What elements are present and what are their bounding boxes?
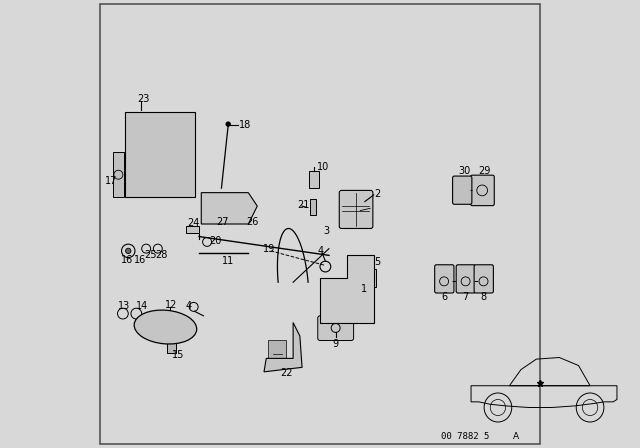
- Text: 18: 18: [239, 120, 252, 129]
- FancyBboxPatch shape: [456, 265, 476, 293]
- Text: 24: 24: [188, 218, 200, 228]
- Circle shape: [125, 248, 131, 254]
- Text: 29: 29: [478, 166, 490, 176]
- Text: 27: 27: [216, 217, 228, 227]
- Text: 16: 16: [134, 255, 147, 265]
- Text: 14: 14: [136, 301, 148, 310]
- Bar: [167, 342, 176, 353]
- Text: 3: 3: [324, 226, 330, 236]
- Text: 30: 30: [458, 166, 470, 176]
- FancyBboxPatch shape: [474, 265, 493, 293]
- Text: A: A: [513, 432, 519, 441]
- Bar: [113, 152, 124, 197]
- Polygon shape: [264, 323, 302, 372]
- Text: 2: 2: [374, 189, 381, 199]
- Text: 5: 5: [374, 257, 380, 267]
- Text: 10: 10: [317, 162, 329, 172]
- Text: 26: 26: [246, 217, 259, 227]
- Bar: [309, 171, 319, 188]
- Text: 20: 20: [209, 236, 221, 246]
- FancyBboxPatch shape: [452, 176, 472, 204]
- FancyBboxPatch shape: [317, 316, 353, 340]
- FancyBboxPatch shape: [470, 175, 494, 206]
- Text: 6: 6: [441, 292, 447, 302]
- Text: 1: 1: [361, 284, 367, 294]
- Circle shape: [159, 324, 166, 332]
- Text: 8: 8: [481, 292, 486, 302]
- Bar: [324, 280, 351, 316]
- Text: 13: 13: [118, 301, 130, 310]
- Polygon shape: [125, 112, 195, 197]
- Text: 23: 23: [137, 94, 150, 103]
- Text: 4: 4: [317, 246, 324, 256]
- Circle shape: [226, 122, 230, 126]
- Text: 11: 11: [222, 256, 235, 266]
- Bar: [134, 143, 150, 172]
- Text: 28: 28: [156, 250, 168, 260]
- Bar: [130, 137, 154, 181]
- Text: 25: 25: [145, 250, 157, 260]
- Text: 22: 22: [280, 368, 293, 378]
- Bar: [186, 226, 199, 233]
- Text: 16: 16: [121, 255, 133, 265]
- Text: 9: 9: [332, 339, 338, 349]
- Text: 7: 7: [463, 292, 468, 302]
- Polygon shape: [320, 255, 374, 323]
- Bar: [269, 340, 287, 365]
- Bar: [365, 269, 376, 287]
- Text: 15: 15: [172, 350, 184, 360]
- Text: 4: 4: [186, 302, 192, 311]
- FancyBboxPatch shape: [339, 190, 373, 228]
- Text: 21: 21: [298, 200, 310, 210]
- Text: 17: 17: [105, 177, 117, 186]
- Ellipse shape: [134, 310, 196, 344]
- Text: 12: 12: [165, 300, 178, 310]
- Text: 00 7882 5: 00 7882 5: [441, 432, 490, 441]
- Text: 19: 19: [262, 244, 275, 254]
- Circle shape: [337, 304, 343, 310]
- Bar: [310, 199, 316, 215]
- Polygon shape: [202, 193, 257, 224]
- FancyBboxPatch shape: [435, 265, 454, 293]
